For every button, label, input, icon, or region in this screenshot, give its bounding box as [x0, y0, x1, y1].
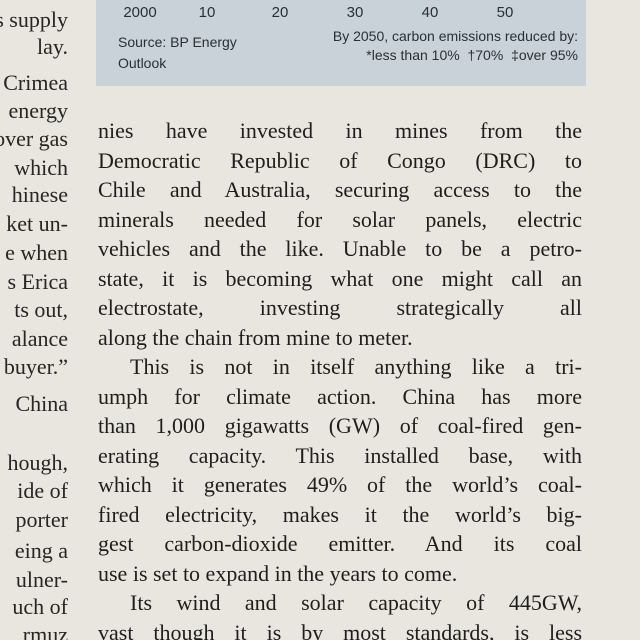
left-column-line: hinese	[11, 182, 68, 207]
text-line: electrostate, investing strategically al…	[98, 295, 582, 320]
text-line: gest carbon-dioxide emitter. And its coa…	[98, 531, 582, 556]
text-line: which it generates 49% of the world’s co…	[98, 472, 582, 497]
left-column-line: Crimea	[3, 70, 68, 95]
left-column-line: rmuz	[22, 622, 68, 640]
axis-tick: 20	[271, 4, 289, 21]
text-line: This is not in itself anything like a tr…	[130, 354, 582, 379]
left-column-line: alance	[11, 326, 68, 351]
note-legend: *less than 10% †70% ‡over 95%	[366, 47, 578, 63]
left-column-line: ket un-	[6, 211, 68, 236]
text-line: umph for climate action. China has more	[98, 383, 582, 409]
left-column-line: s Erica	[7, 269, 68, 294]
left-column-line: energy	[8, 98, 68, 123]
note-item: *less than 10%	[366, 47, 460, 63]
left-column-line: ts out,	[14, 297, 68, 322]
text-line: Chile and Australia, securing access to …	[98, 177, 582, 202]
left-column-line: China	[15, 391, 68, 416]
source: Outlook	[118, 55, 167, 71]
left-column-line: hough,	[7, 450, 69, 475]
axis-tick: 40	[421, 4, 439, 21]
left-column-line: lay.	[37, 34, 68, 59]
text-line: vehicles and the like. Unable to be a pe…	[98, 236, 582, 261]
text-line: use is set to expand in the years to com…	[98, 560, 458, 586]
text-line: fired electricity, makes it the world’s …	[98, 501, 582, 527]
text-line: vast though it is by most standards, is …	[98, 619, 582, 640]
left-column-line: e when	[5, 240, 68, 265]
left-column-line: over gas	[0, 126, 68, 151]
note: By 2050, carbon emissions reduced by:	[332, 28, 578, 44]
left-column-line: eing a	[14, 538, 68, 563]
text-line: than 1,000 gigawatts (GW) of coal-fired …	[98, 413, 582, 438]
text-line: minerals needed for solar panels, electr…	[98, 206, 582, 232]
note-item: †70%	[467, 47, 504, 63]
left-column-line: uch of	[12, 594, 68, 619]
left-column-line: s supply	[0, 7, 68, 32]
text-line: nies have invested in mines from the	[98, 118, 582, 143]
note-item: ‡over 95%	[511, 47, 578, 63]
text-line: along the chain from mine to meter.	[98, 324, 413, 350]
source: Source: BP Energy	[118, 34, 237, 50]
chart-fragment: Source: BP Energy Outlook By 2050, carbo…	[96, 0, 586, 86]
left-column-line: buyer.”	[3, 354, 68, 379]
axis-tick: 30	[346, 4, 364, 21]
left-column-line: porter	[15, 507, 68, 532]
text-line: state, it is becoming what one might cal…	[98, 265, 582, 291]
axis-tick: 2000	[123, 4, 157, 21]
text-line: Democratic Republic of Congo (DRC) to	[98, 147, 582, 173]
axis-tick: 50	[496, 4, 514, 21]
text-line: erating capacity. This installed base, w…	[98, 442, 582, 468]
left-column-line: ulner-	[15, 567, 68, 592]
left-column-line: which	[14, 155, 68, 180]
left-column-line: ide of	[17, 478, 68, 503]
axis-tick: 10	[198, 4, 216, 21]
text-line: Its wind and solar capacity of 445GW,	[130, 590, 582, 615]
